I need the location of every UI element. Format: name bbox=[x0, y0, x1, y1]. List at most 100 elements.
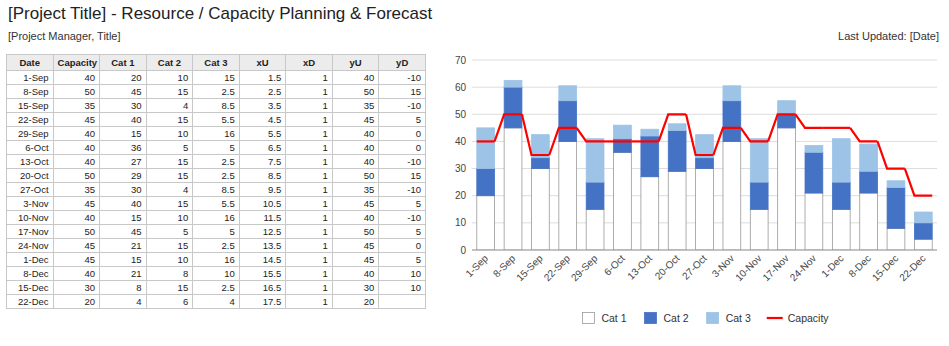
table-header: yD bbox=[379, 55, 426, 71]
table-cell: 20 bbox=[332, 295, 379, 309]
legend-swatch bbox=[767, 317, 783, 319]
table-header: Cat 2 bbox=[146, 55, 193, 71]
y-tick-label: 30 bbox=[455, 163, 467, 174]
y-tick-label: 40 bbox=[455, 136, 467, 147]
bar-segment bbox=[778, 101, 796, 115]
table-cell: 1-Sep bbox=[7, 71, 54, 85]
table-cell: 2.5 bbox=[193, 239, 240, 253]
table-cell: 1 bbox=[286, 127, 333, 141]
table-cell: 8.5 bbox=[193, 183, 240, 197]
grid-line bbox=[472, 250, 937, 251]
table-cell: 8.5 bbox=[193, 99, 240, 113]
x-tick-label: 17-Nov bbox=[760, 253, 791, 284]
bar-segment bbox=[805, 152, 823, 193]
bar-segment bbox=[586, 139, 604, 182]
table-cell: 36 bbox=[100, 141, 147, 155]
bar-segment bbox=[477, 128, 495, 169]
capacity-step bbox=[768, 114, 795, 141]
bar-segment bbox=[805, 193, 823, 250]
legend-item: Cat 2 bbox=[645, 312, 689, 324]
table-cell: 27-Oct bbox=[7, 183, 54, 197]
table-cell: 1 bbox=[286, 197, 333, 211]
table-cell: 10 bbox=[146, 71, 193, 85]
table-cell: 40 bbox=[332, 155, 379, 169]
table-cell: 40 bbox=[332, 267, 379, 281]
table-cell: 20 bbox=[53, 295, 100, 309]
table-cell: 40 bbox=[53, 211, 100, 225]
table-cell: 40 bbox=[53, 71, 100, 85]
table-cell: 17-Nov bbox=[7, 225, 54, 239]
table-cell: 15 bbox=[146, 155, 193, 169]
table-row: 29-Sep401510165.51400 bbox=[7, 127, 426, 141]
table-cell: 16.5 bbox=[239, 281, 286, 295]
capacity-step bbox=[878, 141, 905, 168]
table-cell: 40 bbox=[53, 267, 100, 281]
table-cell: 2.5 bbox=[193, 281, 240, 295]
table-cell: 1 bbox=[286, 225, 333, 239]
bar-segment bbox=[750, 182, 768, 209]
capacity-step bbox=[549, 128, 576, 155]
table-cell: 45 bbox=[332, 239, 379, 253]
bar-segment bbox=[860, 144, 878, 171]
table-cell: 24-Nov bbox=[7, 239, 54, 253]
bar-segment bbox=[723, 86, 741, 101]
x-tick-label: 15-Dec bbox=[870, 253, 901, 284]
table-row: 20-Oct5029152.58.515015 bbox=[7, 169, 426, 183]
table-cell: 50 bbox=[53, 225, 100, 239]
table-cell: 1 bbox=[286, 85, 333, 99]
table-cell: -10 bbox=[379, 183, 426, 197]
table-cell: 30 bbox=[332, 281, 379, 295]
bar-segment bbox=[641, 177, 659, 250]
table-row: 1-Sep402010151.5140-10 bbox=[7, 71, 426, 85]
table-cell: 3-Nov bbox=[7, 197, 54, 211]
table-cell: 5 bbox=[146, 141, 193, 155]
table-cell: 2.5 bbox=[193, 155, 240, 169]
table-cell: 1.5 bbox=[239, 71, 286, 85]
table-cell: 40 bbox=[332, 127, 379, 141]
table-row: 24-Nov4521152.513.51450 bbox=[7, 239, 426, 253]
table-cell: 4 bbox=[146, 99, 193, 113]
grid-line bbox=[472, 60, 937, 61]
table-cell: 15 bbox=[100, 211, 147, 225]
bar-segment bbox=[668, 124, 686, 131]
table-cell: 29-Sep bbox=[7, 127, 54, 141]
capacity-step bbox=[659, 114, 686, 141]
table-cell: 50 bbox=[53, 85, 100, 99]
bar-segment bbox=[914, 212, 932, 223]
table-cell: 1 bbox=[286, 211, 333, 225]
table-cell: 6.5 bbox=[239, 141, 286, 155]
table-cell: 4.5 bbox=[239, 113, 286, 127]
table-cell: 15 bbox=[146, 113, 193, 127]
legend-swatch bbox=[582, 313, 594, 324]
table-body: 1-Sep402010151.5140-108-Sep5045152.52.51… bbox=[7, 71, 426, 309]
lines bbox=[477, 114, 932, 195]
plot-area bbox=[477, 80, 932, 250]
table-cell: 21 bbox=[100, 267, 147, 281]
y-tick-label: 10 bbox=[455, 217, 467, 228]
table-cell: -10 bbox=[379, 71, 426, 85]
table-cell: 20-Oct bbox=[7, 169, 54, 183]
capacity-step bbox=[686, 114, 713, 155]
y-tick-label: 20 bbox=[455, 190, 467, 201]
table-row: 8-Dec402181015.514010 bbox=[7, 267, 426, 281]
table-cell: 35 bbox=[53, 99, 100, 113]
bar-segment bbox=[860, 171, 878, 193]
table-row: 15-Sep353048.53.5135-10 bbox=[7, 99, 426, 113]
annotation: Last Updated: [Date] bbox=[838, 30, 939, 42]
table-header: xD bbox=[286, 55, 333, 71]
capacity-step bbox=[577, 128, 604, 142]
table-cell: 15 bbox=[193, 71, 240, 85]
bar-segment bbox=[832, 209, 850, 250]
table-cell: 15-Sep bbox=[7, 99, 54, 113]
table-cell: 1 bbox=[286, 141, 333, 155]
bar-segment bbox=[778, 128, 796, 250]
legend-item: Cat 3 bbox=[707, 312, 751, 324]
bar-segment bbox=[696, 158, 714, 169]
table-cell: 15 bbox=[146, 85, 193, 99]
table-cell: 12.5 bbox=[239, 225, 286, 239]
bar-segment bbox=[860, 193, 878, 250]
table-cell: 1 bbox=[286, 239, 333, 253]
table-cell: 1 bbox=[286, 295, 333, 309]
table-cell: 50 bbox=[53, 169, 100, 183]
bar-segment bbox=[723, 141, 741, 250]
